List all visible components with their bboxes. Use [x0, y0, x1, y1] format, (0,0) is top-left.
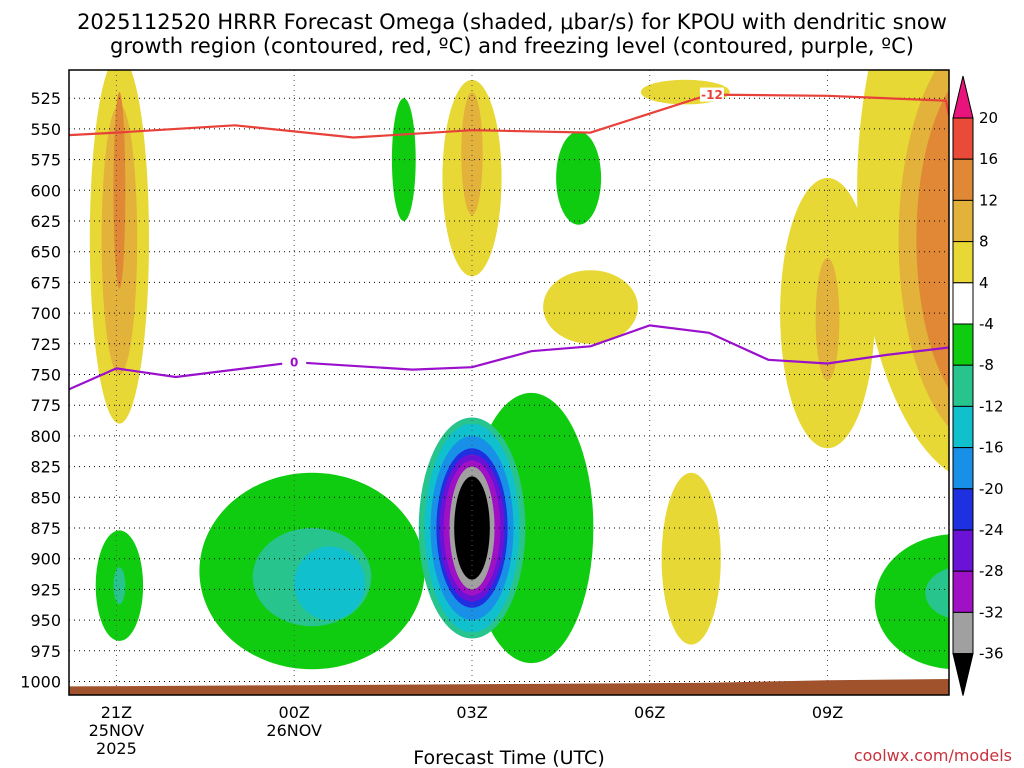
omega-contour-region-22: [294, 546, 366, 621]
colorbar-box: [952, 117, 974, 160]
omega-contour-region-16: [391, 98, 416, 221]
colorbar-box: [952, 529, 974, 572]
omega-contour-region-6: [543, 270, 638, 344]
y-tick-label: 625: [30, 212, 61, 231]
colorbar-box: [952, 570, 974, 613]
colorbar-tick-label: -28: [979, 562, 1004, 580]
omega-contour-region-19: [113, 567, 126, 605]
colorbar-tick-label: 12: [979, 191, 998, 209]
y-tick-label: 900: [30, 550, 61, 569]
y-tick-label: 675: [30, 273, 61, 292]
colorbar-box: [952, 282, 974, 325]
colorbar-box: [952, 488, 974, 531]
colorbar-box: [952, 199, 974, 243]
x-tick-label: 06Z: [634, 703, 665, 722]
omega-contour-region-33: [925, 568, 949, 619]
y-tick-label: 775: [30, 396, 61, 415]
colorbar: 20 16 12 8 4 -4 -8 -12 -16 -20 -24 -28 -32 -36: [952, 75, 1004, 696]
x-tick-label: 00Z: [279, 703, 310, 722]
colorbar-box: [952, 158, 974, 201]
omega-contour-region-13: [916, 89, 949, 390]
y-tick-label: 550: [30, 120, 61, 139]
y-tick-label: 850: [30, 488, 61, 507]
y-tick-label: 950: [30, 611, 61, 630]
freezing-level-contour-label: 0: [290, 356, 298, 370]
contour-layer: -12 0: [69, 87, 949, 391]
terrain-fill: [69, 679, 949, 695]
x-tick-label: 25NOV: [89, 721, 145, 740]
colorbar-tick-label: 4: [979, 274, 989, 292]
y-tick-label: 1000: [20, 673, 61, 692]
grid-layer: [69, 70, 949, 695]
colorbar-tick-label: 16: [979, 150, 998, 168]
omega-contour-region-32: [874, 534, 949, 670]
omega-contour-region-10: [661, 472, 721, 645]
colorbar-tick-label: -4: [979, 315, 994, 333]
x-tick-label: 09Z: [812, 703, 843, 722]
x-tick-label: 2025: [96, 739, 137, 758]
colorbar-tick-label: -20: [979, 480, 1004, 498]
y-tick-label: 650: [30, 243, 61, 262]
y-tick-label: 575: [30, 151, 61, 170]
colorbar-top-arrow: [952, 75, 974, 119]
colorbar-tick-label: -24: [979, 521, 1004, 539]
y-tick-label: 725: [30, 335, 61, 354]
x-axis-label: Forecast Time (UTC): [413, 747, 604, 768]
colorbar-tick-label: -36: [979, 645, 1004, 663]
omega-shading-layer: [89, 70, 949, 670]
y-tick-label: 700: [30, 304, 61, 323]
dendritic-growth-contour-label-bg: [699, 87, 724, 102]
colorbar-box: [952, 611, 974, 655]
y-tick-label: 800: [30, 427, 61, 446]
x-tick-label: 26NOV: [266, 721, 322, 740]
omega-contour-region-17: [556, 131, 602, 225]
colorbar-tick-label: -8: [979, 356, 994, 374]
colorbar-tick-label: -16: [979, 439, 1004, 457]
chart-title-line-1: 2025112520 HRRR Forecast Omega (shaded, …: [77, 10, 947, 34]
dendritic-growth-contour: [69, 93, 949, 139]
credit-link[interactable]: coolwx.com/models: [854, 746, 1012, 765]
y-tick-label: 925: [30, 580, 61, 599]
colorbar-box: [952, 323, 974, 366]
colorbar-box: [952, 447, 974, 490]
plot-frame: [68, 69, 950, 696]
chart-title-line-2: growth region (contoured, red, ºC) and f…: [110, 34, 914, 58]
y-tick-label: 750: [30, 366, 61, 385]
dendritic-growth-contour-label: -12: [701, 88, 723, 102]
colorbar-tick-label: 8: [979, 233, 989, 251]
freezing-level-contour: [69, 324, 949, 391]
freezing-level-contour-label-bg: [282, 355, 307, 370]
y-tick-label: 525: [30, 89, 61, 108]
omega-contour-region-9: [815, 257, 840, 381]
colorbar-tick-label: -12: [979, 397, 1004, 415]
x-tick-label: 21Z: [101, 703, 132, 722]
colorbar-bottom-arrow: [952, 653, 974, 696]
y-tick-label: 600: [30, 181, 61, 200]
omega-contour-region-31: [454, 476, 490, 580]
y-tick-label: 875: [30, 519, 61, 538]
colorbar-tick-label: 20: [979, 109, 998, 127]
y-tick-label: 825: [30, 458, 61, 477]
colorbar-box: [952, 241, 974, 284]
colorbar-tick-label: -32: [979, 603, 1004, 621]
omega-contour-region-5: [461, 92, 483, 215]
colorbar-box: [952, 405, 974, 449]
x-tick-label: 03Z: [456, 703, 487, 722]
y-tick-label: 975: [30, 642, 61, 661]
pressure-axis: 525 550 575 600 625 650 675 700 725 750 775 800 825 8…: [20, 89, 61, 691]
colorbar-box: [952, 364, 974, 407]
